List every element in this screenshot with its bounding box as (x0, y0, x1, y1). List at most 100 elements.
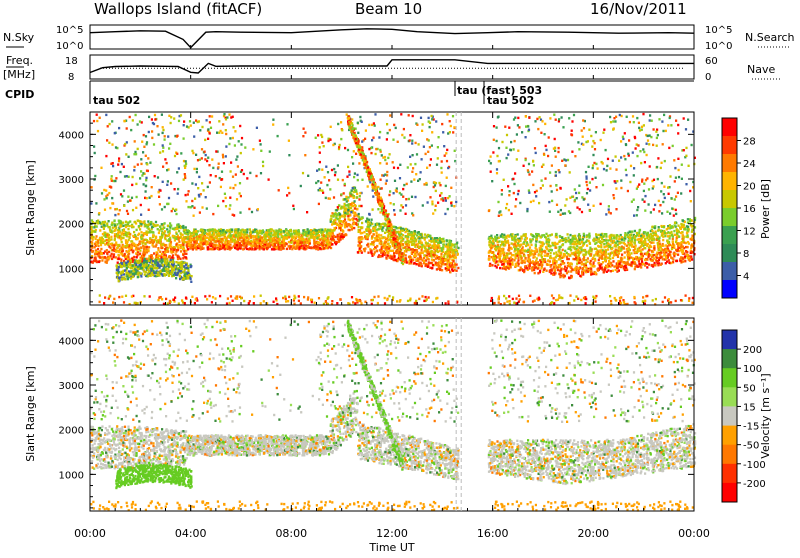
echo-cell (502, 263, 504, 265)
echo-cell (287, 234, 289, 236)
echo-cell (376, 239, 378, 241)
echo-cell (535, 266, 537, 268)
echo-cell (503, 234, 505, 236)
echo-cell (651, 250, 653, 252)
echo-cell (681, 248, 683, 250)
echo-cell (263, 235, 265, 237)
echo-cell (215, 241, 217, 243)
echo-cell (335, 243, 337, 245)
echo-cell (163, 254, 165, 256)
echo-cell (498, 240, 500, 242)
echo-cell (501, 248, 503, 250)
echo-cell (529, 263, 531, 265)
echo-cell (115, 244, 117, 246)
echo-cell (202, 238, 204, 240)
echo-cell (239, 247, 241, 249)
echo-cell (380, 234, 382, 236)
echo-cell (155, 221, 157, 223)
echo-cell (566, 272, 568, 274)
echo-cell (152, 244, 154, 246)
echo-cell (415, 263, 417, 265)
echo-cell (429, 267, 431, 269)
echo-cell (241, 233, 243, 235)
freq-left-tick-top: 18 (65, 56, 78, 67)
echo-cell (123, 230, 125, 232)
echo-cell (686, 251, 688, 253)
echo-cell (104, 243, 106, 245)
echo-cell (106, 253, 108, 255)
echo-cell (620, 259, 622, 261)
echo-cell (441, 259, 443, 261)
echo-cell (599, 257, 601, 259)
echo-cell (175, 238, 177, 240)
echo-cell (221, 234, 223, 236)
echo-cell (449, 271, 451, 273)
echo-cell (597, 269, 599, 271)
echo-cell (160, 246, 162, 248)
echo-cell (557, 255, 559, 257)
echo-cell (94, 257, 96, 259)
echo-cell (667, 235, 669, 237)
echo-cell (147, 224, 149, 226)
echo-cell (632, 257, 634, 259)
echo-cell (638, 238, 640, 240)
echo-cell (613, 237, 615, 239)
echo-cell (492, 243, 494, 245)
echo-cell (94, 231, 96, 233)
echo-cell (649, 258, 651, 260)
echo-cell (652, 241, 654, 243)
echo-cell (683, 224, 685, 226)
echo-cell (336, 223, 338, 225)
echo-cell (305, 234, 307, 236)
echo-cell (491, 264, 493, 266)
echo-cell (670, 256, 672, 258)
echo-cell (539, 270, 541, 272)
echo-cell (122, 225, 124, 227)
echo-cell (91, 243, 93, 245)
echo-cell (635, 256, 637, 258)
echo-cell (578, 254, 580, 256)
echo-cell (155, 244, 157, 246)
echo-cell (175, 243, 177, 245)
echo-cell (647, 256, 649, 258)
echo-cell (389, 249, 391, 251)
echo-cell (411, 232, 413, 234)
echo-cell (520, 255, 522, 257)
echo-cell (489, 237, 491, 239)
echo-cell (638, 232, 640, 234)
echo-cell (579, 243, 581, 245)
echo-cell (614, 251, 616, 253)
echo-cell (286, 229, 288, 231)
echo-cell (639, 249, 641, 251)
echo-cell (646, 237, 648, 239)
echo-cell (103, 224, 105, 226)
echo-cell (565, 237, 567, 239)
echo-cell (488, 244, 490, 246)
echo-cell (624, 236, 626, 238)
echo-cell (314, 229, 316, 231)
echo-cell (502, 243, 504, 245)
echo-cell (621, 254, 623, 256)
echo-cell (540, 241, 542, 243)
echo-cell (301, 241, 303, 243)
radar-summary-plot: Wallops Island (fitACF) Beam 10 16/Nov/2… (0, 0, 800, 554)
echo-cell (102, 233, 104, 235)
echo-cell (666, 240, 668, 242)
echo-cell (650, 233, 652, 235)
echo-cell (546, 270, 548, 272)
echo-cell (214, 244, 216, 246)
echo-cell (539, 250, 541, 252)
echo-cell (382, 246, 384, 248)
echo-cell (340, 220, 342, 222)
echo-cell (134, 221, 136, 223)
echo-cell (132, 250, 134, 252)
echo-cell (676, 228, 678, 230)
echo-cell (143, 251, 145, 253)
echo-cell (612, 257, 614, 259)
echo-cell (442, 243, 444, 245)
echo-cell (612, 270, 614, 272)
echo-cell (313, 240, 315, 242)
echo-cell (428, 255, 430, 257)
echo-cell (587, 257, 589, 259)
echo-cell (551, 233, 553, 235)
